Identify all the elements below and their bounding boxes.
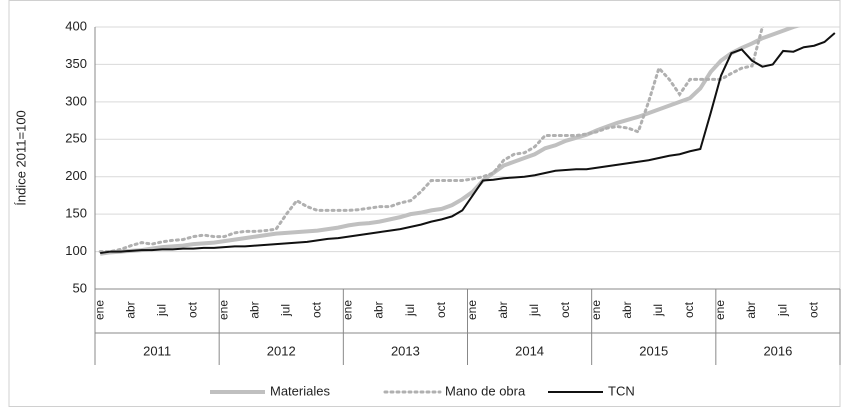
x-tick-label: oct <box>185 301 199 318</box>
y-tick-label: 200 <box>65 168 87 183</box>
x-tick-label: oct <box>806 301 820 318</box>
y-tick-label: 400 <box>65 18 87 33</box>
x-group-label: 2016 <box>763 343 792 358</box>
x-tick-label: abr <box>496 301 510 318</box>
y-tick-label: 100 <box>65 243 87 258</box>
x-tick-label: jul <box>403 304 417 317</box>
x-group-label: 2015 <box>639 343 668 358</box>
x-tick-label: ene <box>589 300 603 320</box>
x-tick-label: ene <box>713 300 727 320</box>
x-tick-label: jul <box>279 304 293 317</box>
y-tick-label: 250 <box>65 131 87 146</box>
x-tick-label: abr <box>744 301 758 318</box>
x-tick-label: oct <box>558 301 572 318</box>
x-tick-label: ene <box>217 300 231 320</box>
y-tick-label: 150 <box>65 206 87 221</box>
x-tick-label: abr <box>123 301 137 318</box>
y-tick-label: 300 <box>65 93 87 108</box>
legend-label: Materiales <box>270 383 330 398</box>
x-tick-label: abr <box>620 301 634 318</box>
y-axis-title: Índice 2011=100 <box>13 110 28 206</box>
x-tick-label: jul <box>154 304 168 317</box>
x-tick-label: oct <box>434 301 448 318</box>
x-tick-label: abr <box>248 301 262 318</box>
x-group-label: 2013 <box>391 343 420 358</box>
x-group-label: 2011 <box>143 343 171 358</box>
x-tick-label: jul <box>651 304 665 317</box>
x-tick-label: ene <box>341 300 355 320</box>
y-tick-label: 50 <box>73 280 87 295</box>
x-tick-label: ene <box>465 300 479 320</box>
x-tick-label: ene <box>92 300 106 320</box>
plot <box>98 27 836 256</box>
x-tick-label: abr <box>372 301 386 318</box>
x-tick-label: jul <box>775 304 789 317</box>
line-series <box>98 27 765 254</box>
x-tick-label: oct <box>682 301 696 318</box>
legend-label: TCN <box>608 383 635 398</box>
x-tick-label: oct <box>310 301 324 318</box>
x-group-label: 2014 <box>515 343 544 358</box>
legend-label: Mano de obra <box>445 383 526 398</box>
line-series <box>100 32 836 255</box>
x-tick-label: jul <box>527 304 541 317</box>
x-group-label: 2012 <box>267 343 296 358</box>
y-tick-label: 350 <box>65 56 87 71</box>
line-series <box>99 27 801 256</box>
